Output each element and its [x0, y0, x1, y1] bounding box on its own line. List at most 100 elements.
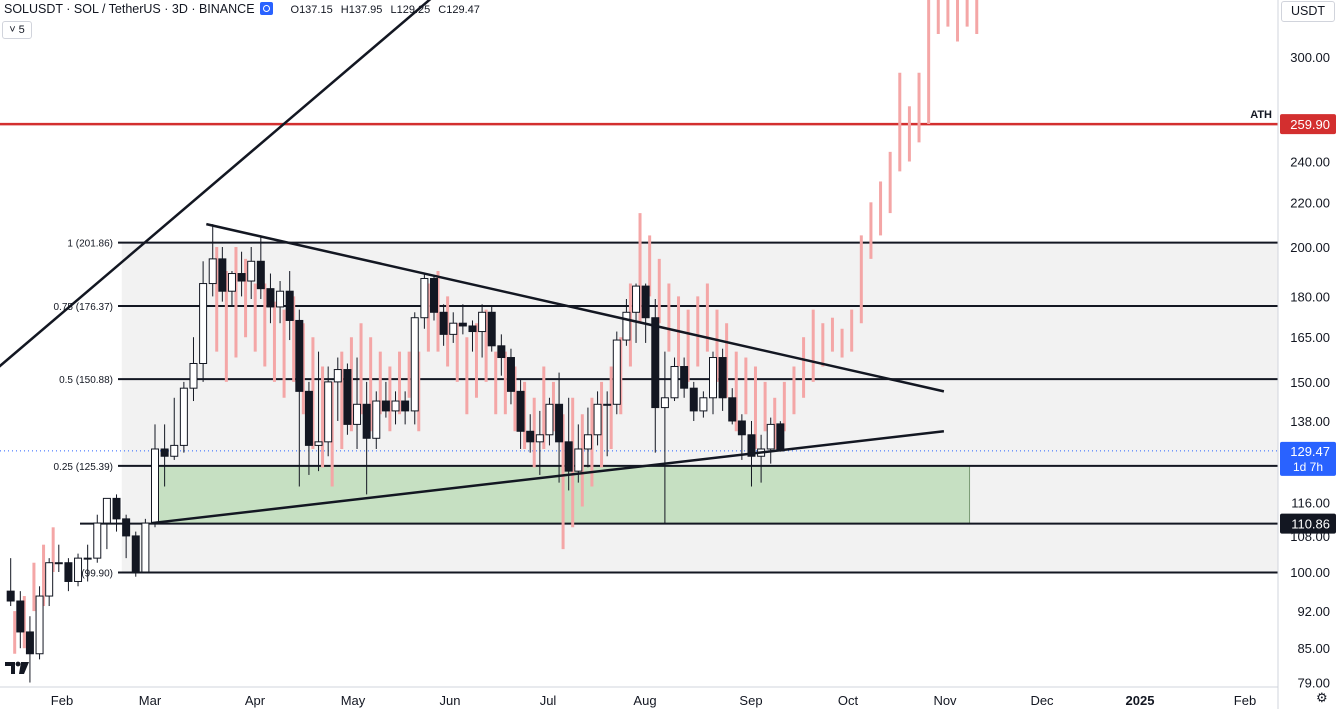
trendline[interactable] — [151, 430, 945, 525]
price-tick-label: 85.00 — [1297, 641, 1330, 656]
ath-price-text: 259.90 — [1290, 117, 1330, 132]
candle — [314, 351, 323, 472]
candle — [208, 224, 217, 297]
high-label: H — [340, 4, 349, 16]
chart-header: SOLUSDT · SOL / TetherUS · 3D · BINANCE … — [4, 2, 485, 16]
support-price-text: 110.86 — [1291, 517, 1330, 532]
support-price-tag — [1280, 513, 1336, 534]
candle-body — [45, 562, 54, 597]
time-tick-label: Feb — [51, 693, 73, 708]
time-tick-label: 2025 — [1126, 693, 1155, 708]
candle — [660, 351, 669, 524]
candle — [381, 381, 390, 418]
candle — [247, 247, 256, 300]
time-tick-label: Jun — [440, 693, 461, 708]
candle — [632, 283, 641, 343]
candle — [112, 494, 121, 532]
candle-body — [83, 557, 92, 560]
candle — [122, 514, 131, 559]
visibility-eye-icon[interactable] — [260, 2, 274, 15]
candle — [439, 304, 448, 346]
candle — [593, 391, 602, 446]
candle-body — [660, 397, 669, 409]
time-tick-label: May — [341, 693, 366, 708]
level-label: (99.90) — [81, 568, 113, 579]
ohlc-values: O137.15 H137.95 L129.25 C129.47 — [291, 4, 485, 16]
ath-label: ATH — [1250, 109, 1272, 121]
candle-body — [35, 595, 44, 655]
candle — [45, 558, 54, 607]
candle — [545, 397, 554, 446]
candle — [333, 357, 342, 421]
candle-body — [766, 423, 775, 450]
candle — [603, 391, 612, 457]
candle — [622, 299, 631, 346]
trendline[interactable] — [206, 222, 945, 393]
candle-body — [64, 562, 73, 582]
candle-body — [362, 403, 371, 439]
candle — [410, 312, 419, 425]
candle — [362, 381, 371, 495]
candle-body — [468, 325, 477, 333]
candle-body — [218, 258, 227, 292]
candle-body — [372, 400, 381, 439]
candle — [478, 304, 487, 358]
price-tick-label: 116.00 — [1291, 495, 1330, 510]
last-price-tag — [1280, 441, 1336, 476]
candle-body — [439, 311, 448, 335]
candle-body — [266, 288, 275, 308]
candle-body — [420, 278, 429, 319]
candle — [324, 366, 333, 457]
candle-body — [131, 535, 140, 573]
candle — [266, 273, 275, 324]
candle-body — [160, 448, 169, 457]
candle — [516, 378, 525, 449]
candle-body — [93, 522, 102, 559]
currency-button[interactable]: USDT — [1281, 1, 1335, 22]
candle-body — [54, 562, 63, 565]
candle — [506, 348, 515, 405]
gear-icon[interactable]: ⚙ — [1316, 690, 1328, 705]
trendline[interactable] — [0, 0, 485, 414]
time-tick-label: Dec — [1030, 693, 1054, 708]
price-tick-label: 220.00 — [1290, 195, 1330, 210]
candle — [199, 261, 208, 382]
candle — [670, 357, 679, 402]
candle-body — [555, 403, 564, 443]
level-label: 1 (201.86) — [67, 239, 113, 250]
symbol-title[interactable]: SOLUSDT · SOL / TetherUS · 3D · BINANCE — [4, 2, 255, 16]
candle-body — [391, 400, 400, 412]
candle-body — [747, 434, 756, 457]
price-tick-label: 165.00 — [1290, 330, 1330, 345]
candle-body — [516, 390, 525, 432]
candle-body — [776, 423, 785, 452]
indicators-collapse-button[interactable]: ˅ 5 — [2, 21, 32, 39]
candle — [487, 306, 496, 352]
candle-body — [680, 366, 689, 389]
candle-body — [141, 522, 150, 573]
candle-body — [112, 497, 121, 520]
candle-body — [256, 260, 265, 290]
price-axis[interactable] — [1278, 0, 1340, 709]
candle-body — [343, 369, 352, 425]
candle — [6, 558, 15, 607]
time-tick-label: Apr — [245, 693, 266, 708]
candle — [555, 372, 564, 483]
candle-body — [593, 403, 602, 436]
candle-body — [526, 430, 535, 443]
candle-body — [353, 403, 362, 425]
candle — [16, 591, 25, 649]
candle-body — [333, 369, 342, 383]
high-value: 137.95 — [348, 4, 383, 16]
candle — [680, 357, 689, 398]
candle-body — [603, 403, 612, 406]
price-tick-label: 240.00 — [1290, 155, 1330, 170]
candle — [131, 531, 140, 577]
candle — [276, 281, 285, 324]
price-tick-label: 300.00 — [1290, 50, 1330, 65]
candle-body — [122, 518, 131, 537]
price-tick-label: 100.00 — [1290, 565, 1330, 580]
candle-body — [401, 400, 410, 412]
candle — [189, 337, 198, 402]
